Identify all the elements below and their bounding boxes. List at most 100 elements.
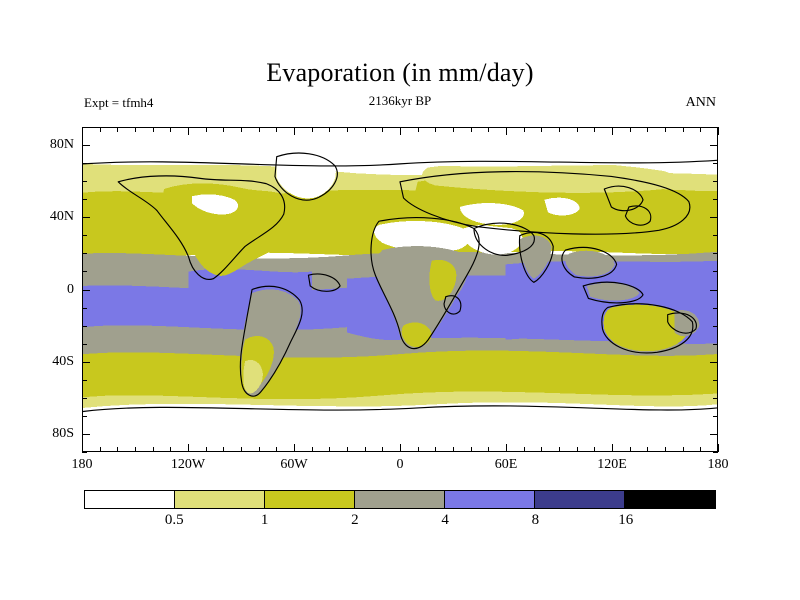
x-tick [117, 447, 118, 452]
x-tick [365, 127, 366, 132]
coastlines [83, 152, 717, 413]
y-tick [82, 181, 87, 182]
y-tick [82, 235, 87, 236]
x-tick [577, 127, 578, 132]
x-tick [577, 447, 578, 452]
x-tick [647, 127, 648, 132]
y-tick [713, 452, 718, 453]
x-tick [612, 127, 613, 135]
y-tick-label: 40S [52, 353, 74, 369]
colorbar-band[interactable] [444, 491, 535, 508]
chart-subtitle: 2136kyr BP [368, 93, 432, 108]
x-tick [435, 127, 436, 132]
x-tick [471, 447, 472, 452]
x-tick [382, 127, 383, 132]
season-label: ANN [685, 95, 716, 110]
y-tick [82, 163, 87, 164]
x-tick [541, 447, 542, 452]
y-tick [713, 308, 718, 309]
y-tick [82, 253, 87, 254]
y-tick [713, 199, 718, 200]
x-tick [365, 447, 366, 452]
y-tick [713, 380, 718, 381]
x-tick [223, 447, 224, 452]
x-tick [329, 447, 330, 452]
chart-title: Evaporation (in mm/day) [266, 58, 534, 87]
x-tick-label: 60W [280, 457, 308, 472]
y-tick [82, 199, 87, 200]
x-tick [206, 447, 207, 452]
y-tick [82, 217, 90, 218]
colorbar-band[interactable] [354, 491, 445, 508]
x-tick [559, 447, 560, 452]
x-tick-label: 120W [170, 457, 206, 472]
colorbar-band[interactable] [85, 491, 175, 508]
y-tick [710, 290, 718, 291]
x-tick [683, 127, 684, 132]
colorbar-tick-label: 16 [618, 512, 634, 528]
x-tick [400, 444, 401, 452]
x-tick [665, 447, 666, 452]
x-tick [594, 127, 595, 132]
y-tick-label: 40N [49, 209, 74, 225]
x-tick [153, 447, 154, 452]
x-tick [471, 127, 472, 132]
colorbar-band[interactable] [534, 491, 625, 508]
x-tick [400, 127, 401, 135]
x-tick [488, 447, 489, 452]
y-tick [82, 398, 87, 399]
x-tick [223, 127, 224, 132]
y-tick [713, 326, 718, 327]
x-tick [453, 447, 454, 452]
x-tick [453, 127, 454, 132]
colorbar-band[interactable] [624, 491, 715, 508]
y-tick [710, 434, 718, 435]
x-tick [241, 127, 242, 132]
x-tick [170, 127, 171, 132]
x-tick [524, 447, 525, 452]
y-tick [713, 344, 718, 345]
x-tick [647, 447, 648, 452]
y-tick [710, 145, 718, 146]
x-tick [700, 127, 701, 132]
colorbar-tick-label: 8 [531, 512, 540, 528]
x-tick [612, 444, 613, 452]
x-tick [135, 447, 136, 452]
y-tick [713, 127, 718, 128]
y-tick [82, 416, 87, 417]
x-tick-label: 0 [396, 457, 404, 472]
y-tick [710, 217, 718, 218]
colorbar-band[interactable] [174, 491, 265, 508]
y-tick [82, 127, 87, 128]
colorbar[interactable] [84, 490, 716, 509]
x-tick [347, 447, 348, 452]
x-tick [276, 127, 277, 132]
x-tick [506, 444, 507, 452]
x-tick-label: 120E [597, 457, 627, 472]
y-tick [713, 163, 718, 164]
x-tick-label: 180 [71, 457, 93, 472]
x-tick [683, 447, 684, 452]
x-tick [329, 127, 330, 132]
x-tick [117, 127, 118, 132]
x-tick [312, 127, 313, 132]
x-tick-label: 60E [494, 457, 518, 472]
x-tick [312, 447, 313, 452]
y-tick [82, 308, 87, 309]
x-tick [276, 447, 277, 452]
y-tick [82, 452, 87, 453]
y-tick [713, 271, 718, 272]
x-tick [259, 127, 260, 132]
colorbar-tick-label: 0.5 [164, 512, 184, 528]
x-tick [188, 444, 189, 452]
colorbar-band[interactable] [264, 491, 355, 508]
colorbar-tick-label: 2 [351, 512, 359, 528]
x-tick [418, 127, 419, 132]
x-tick [82, 127, 83, 135]
x-tick [100, 127, 101, 132]
y-tick [82, 290, 90, 291]
y-tick [82, 380, 87, 381]
x-tick [559, 127, 560, 132]
x-tick [206, 127, 207, 132]
